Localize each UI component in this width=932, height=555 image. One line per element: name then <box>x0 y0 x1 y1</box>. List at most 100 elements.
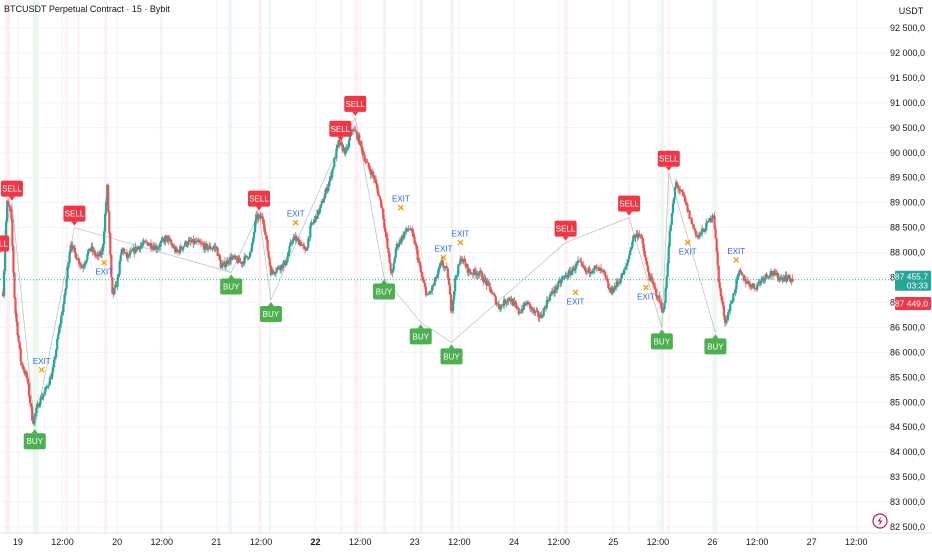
exit-label: EXIT <box>727 247 745 256</box>
sell-signal[interactable]: SELL <box>618 195 641 216</box>
exit-markers[interactable]: EXIT EXIT EXIT EXIT EXIT EXIT EXIT EXIT EXIT EXIT <box>33 195 745 373</box>
candle-body <box>14 297 17 314</box>
sell-signal[interactable]: SELL <box>329 120 352 141</box>
sell-signal[interactable]: SELL <box>247 190 270 211</box>
buy-signal[interactable]: BUY <box>23 429 46 450</box>
candle-body <box>622 269 626 275</box>
time-axis[interactable]: 19 12:00 20 12:00 21 12:00 22 12:00 23 12:00 24 12:… <box>0 532 932 550</box>
candle-body <box>722 305 726 317</box>
exit-marker[interactable]: EXIT <box>287 210 305 226</box>
sell-signal[interactable]: SELL <box>344 95 367 116</box>
candle-body <box>634 235 637 239</box>
candle-body <box>590 272 593 274</box>
candle-body <box>703 229 706 232</box>
candle-body <box>109 233 112 255</box>
candle-body <box>504 299 507 304</box>
sell-signal[interactable]: SELL <box>0 180 23 201</box>
candle-body <box>534 311 537 313</box>
exit-marker[interactable]: EXIT <box>679 239 697 257</box>
candle-body <box>606 278 609 282</box>
time-tick-label: 22 <box>311 537 321 547</box>
exit-marker[interactable]: EXIT <box>567 289 585 307</box>
exit-marker[interactable]: EXIT <box>452 230 470 246</box>
price-tick-label: 84 500,0 <box>890 422 925 432</box>
candle-body <box>118 261 121 275</box>
candle-body <box>287 252 290 257</box>
candle-body <box>224 264 228 268</box>
candle-body <box>658 295 661 303</box>
signal-markers[interactable]: SELL SELL BUY SELL BUY SELL BUY SELL SELL BUY BUY B… <box>0 95 727 450</box>
candle-body <box>632 235 635 242</box>
exit-marker[interactable]: EXIT <box>727 247 745 263</box>
candle-body <box>418 261 421 266</box>
buy-signal[interactable]: BUY <box>220 274 243 295</box>
candle-body <box>161 238 164 241</box>
candle-body <box>252 231 256 239</box>
candle-body <box>166 235 169 242</box>
sell-signal[interactable]: SELL <box>0 235 10 256</box>
candle-body <box>167 238 170 242</box>
candle-body <box>706 221 709 224</box>
buy-signal[interactable]: BUY <box>704 334 727 355</box>
candle-body <box>376 188 380 196</box>
time-tick-label: 24 <box>509 537 519 547</box>
candle-body <box>421 277 424 281</box>
signal-band <box>659 0 664 533</box>
trail-line <box>661 172 670 328</box>
time-tick-label: 23 <box>410 537 420 547</box>
sell-signal[interactable]: SELL <box>554 220 577 241</box>
buy-signal[interactable]: BUY <box>373 279 396 300</box>
candle-body <box>307 238 310 248</box>
buy-signal[interactable]: BUY <box>409 324 432 345</box>
candle-body <box>187 240 190 245</box>
candle-body <box>199 242 203 244</box>
candle-body <box>68 251 71 263</box>
signal-label: BUY <box>27 437 44 446</box>
buy-signal[interactable]: BUY <box>440 344 463 365</box>
exit-marker[interactable]: EXIT <box>637 284 655 302</box>
signal-band <box>713 0 718 533</box>
exit-marker[interactable]: EXIT <box>392 195 410 211</box>
candle-body <box>2 270 6 296</box>
candle-body <box>262 219 265 225</box>
candle-body <box>348 136 352 141</box>
candle-body <box>777 272 780 281</box>
signal-band <box>354 0 359 533</box>
candle-body <box>51 366 55 373</box>
sell-signal[interactable]: SELL <box>657 150 680 171</box>
candle-body <box>443 267 446 268</box>
exit-label: EXIT <box>567 297 585 306</box>
candle-body <box>588 267 591 274</box>
buy-signal[interactable]: BUY <box>259 301 282 322</box>
candle-body <box>145 241 148 243</box>
candle-body <box>316 210 319 219</box>
lightning-icon[interactable] <box>872 513 888 529</box>
exit-marker[interactable]: EXIT <box>95 259 113 277</box>
grid <box>0 0 893 533</box>
candle-body <box>50 372 54 380</box>
candle-body <box>520 308 523 313</box>
buy-signal[interactable]: BUY <box>650 329 673 350</box>
candle-body <box>407 229 410 231</box>
candle-body <box>263 224 266 232</box>
exit-marker[interactable]: EXIT <box>435 245 453 261</box>
sell-signal[interactable]: SELL <box>63 205 86 226</box>
candle-body <box>641 237 644 244</box>
candle-body <box>340 142 343 145</box>
candle-body <box>625 262 629 266</box>
candle-body <box>551 290 555 293</box>
candle-body <box>366 162 369 163</box>
candle-body <box>493 294 496 297</box>
candle-body <box>218 254 221 260</box>
candle-body <box>512 301 515 306</box>
candle-body <box>393 257 396 264</box>
candle-body <box>18 341 21 349</box>
candle-body <box>309 225 312 238</box>
candle-body <box>646 265 649 272</box>
candle-body <box>439 262 442 267</box>
candle-body <box>647 271 651 277</box>
candle-body <box>735 279 738 290</box>
exit-marker[interactable]: EXIT <box>33 357 51 373</box>
